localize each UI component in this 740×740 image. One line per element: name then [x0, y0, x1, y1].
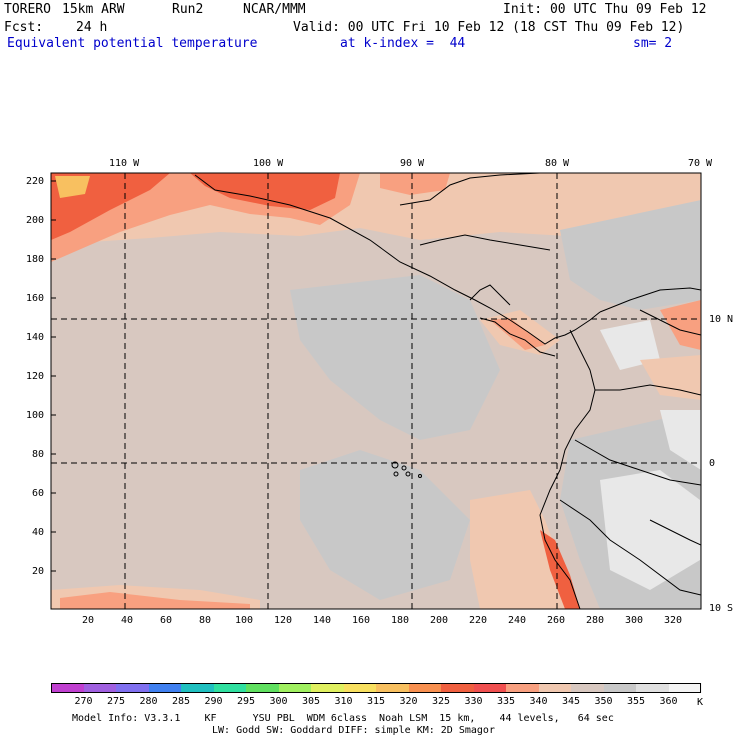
init-time: Init: 00 UTC Thu 09 Feb 12 [503, 2, 707, 17]
colorbar-swatch [181, 683, 214, 693]
colorbar-swatch [116, 683, 149, 693]
colorbar-swatch [538, 683, 572, 693]
colorbar-label: 315 [366, 696, 386, 707]
lon-label-110w: 110 W [109, 158, 140, 169]
lon-label-80w: 80 W [545, 158, 570, 169]
colorbar-swatch [636, 683, 669, 693]
lon-label-90w: 90 W [400, 158, 425, 169]
colorbar-label: 320 [399, 696, 418, 707]
colorbar-label: 330 [464, 696, 483, 707]
colorbar-label: 345 [561, 696, 581, 707]
x-tick-260: 260 [547, 615, 566, 626]
colorbar-swatch [246, 683, 279, 693]
colorbar-swatch [376, 683, 409, 693]
y-tick-80: 80 [32, 449, 45, 460]
colorbar-label: 325 [431, 696, 451, 707]
field-name: Equivalent potential temperature [7, 36, 258, 51]
colorbar-swatch [213, 683, 247, 693]
colorbar-swatch [441, 683, 474, 693]
x-tick-320: 320 [664, 615, 683, 626]
model-info: Model Info: V3.3.1 KF YSU PBL WDM 6class… [72, 713, 614, 724]
lat-label-0: 0 [709, 458, 716, 469]
colorbar-label: 340 [529, 696, 548, 707]
lat-label-10s: 10 S [709, 603, 734, 614]
y-tick-140: 140 [26, 332, 45, 343]
colorbar-label: 275 [106, 696, 126, 707]
colorbar-swatch [668, 683, 702, 693]
x-tick-160: 160 [352, 615, 371, 626]
fcst-label: Fcst: [4, 20, 44, 35]
colorbar-label: 305 [301, 696, 321, 707]
y-tick-60: 60 [32, 488, 45, 499]
colorbar-label: 280 [139, 696, 158, 707]
x-tick-40: 40 [121, 615, 134, 626]
y-tick-100: 100 [26, 410, 45, 421]
run-label: Run2 [172, 2, 204, 17]
org-label: NCAR/MMM [243, 2, 306, 17]
colorbar-swatch [571, 683, 604, 693]
x-tick-140: 140 [313, 615, 332, 626]
y-tick-20: 20 [32, 566, 45, 577]
x-tick-300: 300 [625, 615, 644, 626]
smoothing-info: sm= 2 [633, 36, 673, 51]
x-tick-20: 20 [82, 615, 95, 626]
y-tick-120: 120 [26, 371, 45, 382]
model-name: TORERO [4, 2, 51, 17]
colorbar-swatch [51, 683, 84, 693]
colorbar-swatch [311, 683, 344, 693]
fcst-value: 24 h [76, 20, 108, 35]
lon-label-70w: 70 W [688, 158, 713, 169]
colorbar-swatch [343, 683, 377, 693]
colorbar-swatch [148, 683, 182, 693]
colorbar-frame [51, 683, 701, 693]
colorbar-label: 310 [334, 696, 353, 707]
physics-info: LW: Godd SW: Goddard DIFF: simple KM: 2D… [212, 725, 495, 736]
colorbar-label: 360 [659, 696, 678, 707]
model-resolution: 15km ARW [62, 2, 125, 17]
y-tick-220: 220 [26, 176, 45, 187]
colorbar-swatch [408, 683, 442, 693]
colorbar-swatch [603, 683, 637, 693]
colorbar-swatch [278, 683, 312, 693]
colorbar-label: 295 [236, 696, 256, 707]
x-tick-120: 120 [274, 615, 293, 626]
x-tick-60: 60 [160, 615, 173, 626]
colorbar-label: 350 [594, 696, 613, 707]
x-tick-220: 220 [469, 615, 488, 626]
lat-label-10n: 10 N [709, 314, 734, 325]
y-tick-40: 40 [32, 527, 45, 538]
x-tick-100: 100 [235, 615, 254, 626]
colorbar-label: 290 [204, 696, 223, 707]
x-tick-280: 280 [586, 615, 605, 626]
x-tick-200: 200 [430, 615, 449, 626]
colorbar-label: 300 [269, 696, 288, 707]
colorbar-swatch [83, 683, 117, 693]
y-tick-180: 180 [26, 254, 45, 265]
y-tick-200: 200 [26, 215, 45, 226]
colorbar-unit: K [697, 697, 704, 708]
x-tick-180: 180 [391, 615, 410, 626]
x-tick-240: 240 [508, 615, 527, 626]
valid-time: Valid: 00 UTC Fri 10 Feb 12 (18 CST Thu … [293, 20, 685, 35]
colorbar-label: 335 [496, 696, 516, 707]
x-tick-80: 80 [199, 615, 212, 626]
y-tick-160: 160 [26, 293, 45, 304]
colorbar-swatch [506, 683, 539, 693]
lon-label-100w: 100 W [253, 158, 284, 169]
level-info: at k-index = 44 [340, 36, 466, 51]
colorbar-label: 355 [626, 696, 646, 707]
colorbar-label: 270 [74, 696, 93, 707]
colorbar-label: 285 [171, 696, 191, 707]
colorbar-swatch [473, 683, 507, 693]
